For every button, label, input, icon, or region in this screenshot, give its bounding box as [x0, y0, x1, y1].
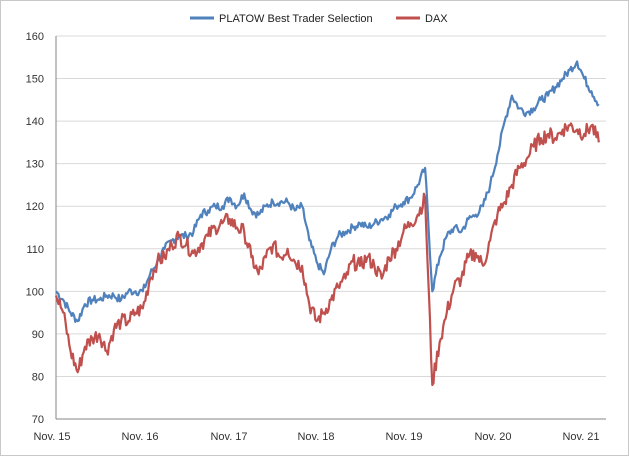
y-tick-label: 110 [26, 244, 44, 256]
y-tick-label: 130 [26, 159, 44, 171]
y-tick-label: 100 [26, 286, 44, 298]
y-tick-label: 120 [26, 201, 44, 213]
y-tick-label: 150 [26, 74, 44, 86]
series-line-platow [55, 60, 600, 323]
x-tick-label: Nov. 19 [385, 431, 422, 443]
y-tick-label: 140 [26, 116, 44, 128]
y-tick-label: 90 [32, 329, 44, 341]
y-axis-tick-labels: 70 80 90 100 110 120 130 140 150 160 [26, 31, 44, 426]
legend-label: DAX [425, 13, 448, 25]
x-axis-tick-labels: Nov. 15 Nov. 16 Nov. 17 Nov. 18 Nov. 19 Nov. … [33, 431, 599, 443]
x-tick-label: Nov. 21 [562, 431, 599, 443]
y-tick-label: 160 [26, 31, 44, 43]
y-tick-label: 70 [32, 414, 44, 426]
x-tick-label: Nov. 20 [474, 431, 511, 443]
series-lines [54, 60, 600, 387]
axes [55, 36, 606, 420]
x-tick-label: Nov. 16 [121, 431, 158, 443]
y-tick-label: 80 [32, 371, 44, 383]
x-tick-label: Nov. 15 [33, 431, 70, 443]
grid-lines [56, 35, 606, 377]
legend: PLATOW Best Trader Selection DAX [190, 13, 448, 25]
series-line-dax [54, 122, 600, 387]
legend-label: PLATOW Best Trader Selection [219, 13, 373, 25]
x-tick-label: Nov. 18 [297, 431, 334, 443]
x-tick-label: Nov. 17 [210, 431, 247, 443]
